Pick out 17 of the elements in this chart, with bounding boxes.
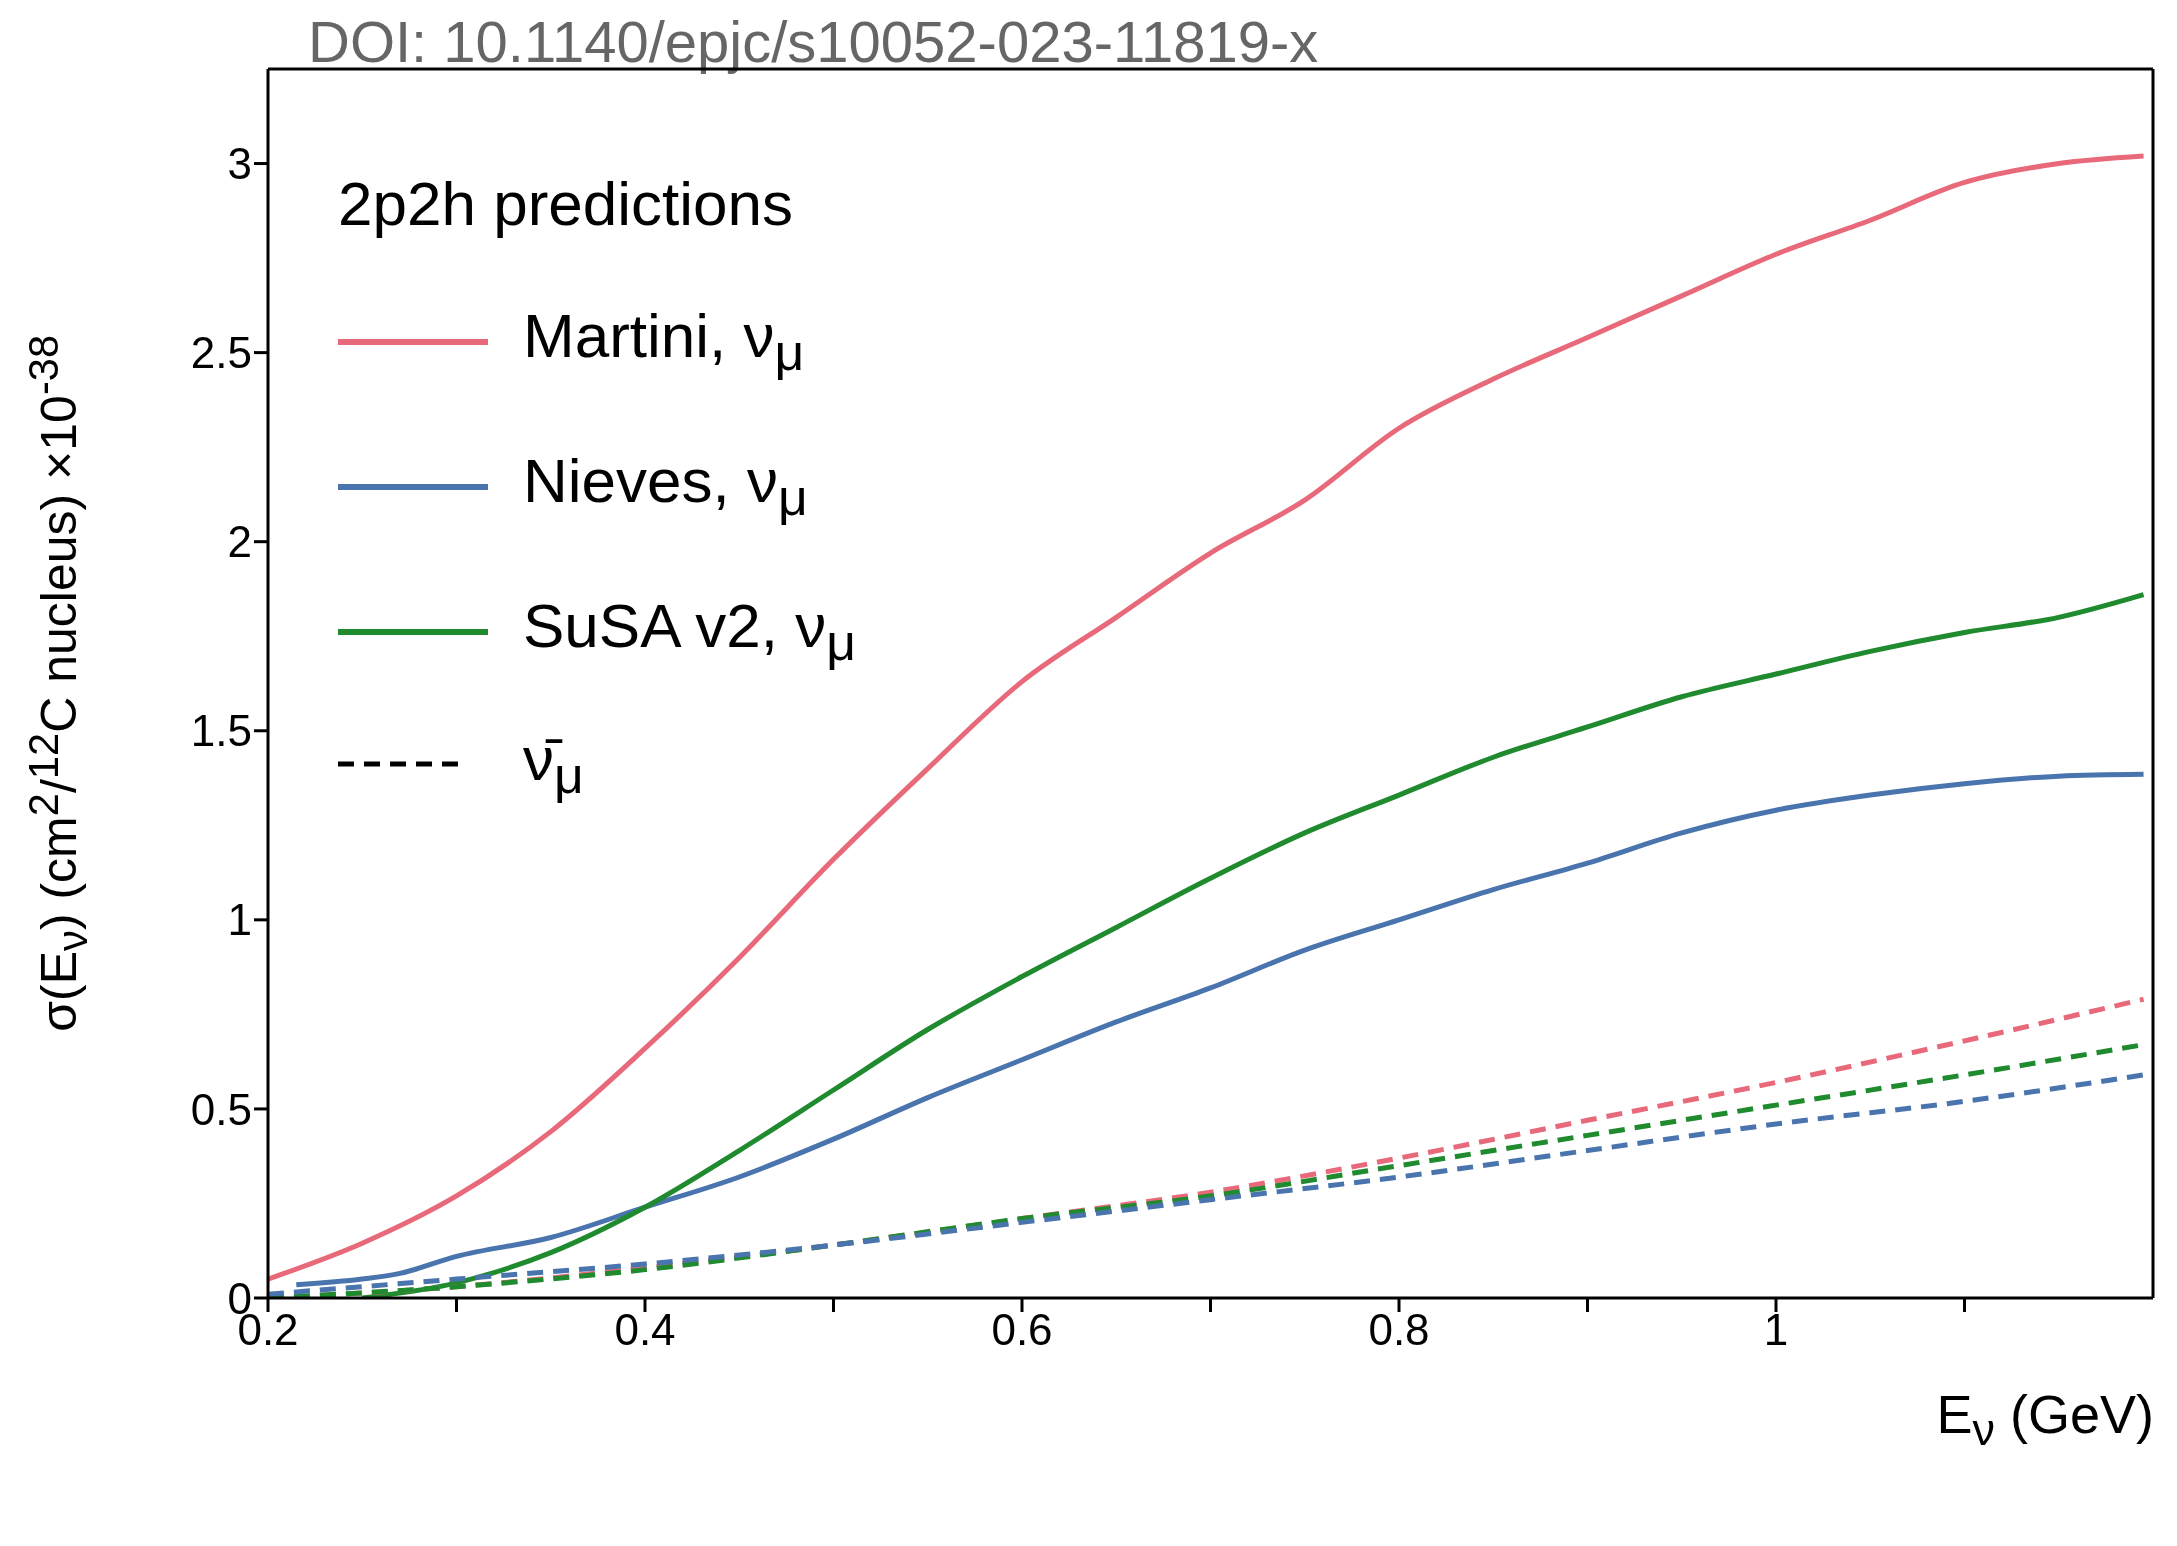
y-tick-label: 0.5 xyxy=(190,1084,252,1134)
x-tick-label: 0.4 xyxy=(614,1305,676,1355)
chart-title: DOI: 10.1140/epjc/s10052-023-11819-x xyxy=(308,8,1319,75)
x-axis-title: E$_{ν}$ (GeV) xyxy=(1936,1383,2154,1456)
x-tick-label: 1 xyxy=(1763,1305,1789,1355)
x-tick-label: 0.8 xyxy=(1368,1305,1430,1355)
x-tick-label: 0.6 xyxy=(991,1305,1053,1355)
legend-title: 2p2h predictions xyxy=(338,168,794,239)
y-tick-label: 1.5 xyxy=(190,706,252,756)
y-tick-label: 2.5 xyxy=(190,328,252,378)
y-tick-label: 3 xyxy=(227,139,252,189)
y-tick-label: 2 xyxy=(227,517,252,567)
legend-label: SuSA v2, ν$_{μ}$ xyxy=(523,590,857,673)
annotation: ν̄$_{μ}$ xyxy=(523,722,584,806)
legend-label: Nieves, ν$_{μ}$ xyxy=(523,445,808,528)
y-tick-label: 1 xyxy=(227,895,252,945)
legend-label: Martini, ν$_{μ}$ xyxy=(523,300,805,383)
